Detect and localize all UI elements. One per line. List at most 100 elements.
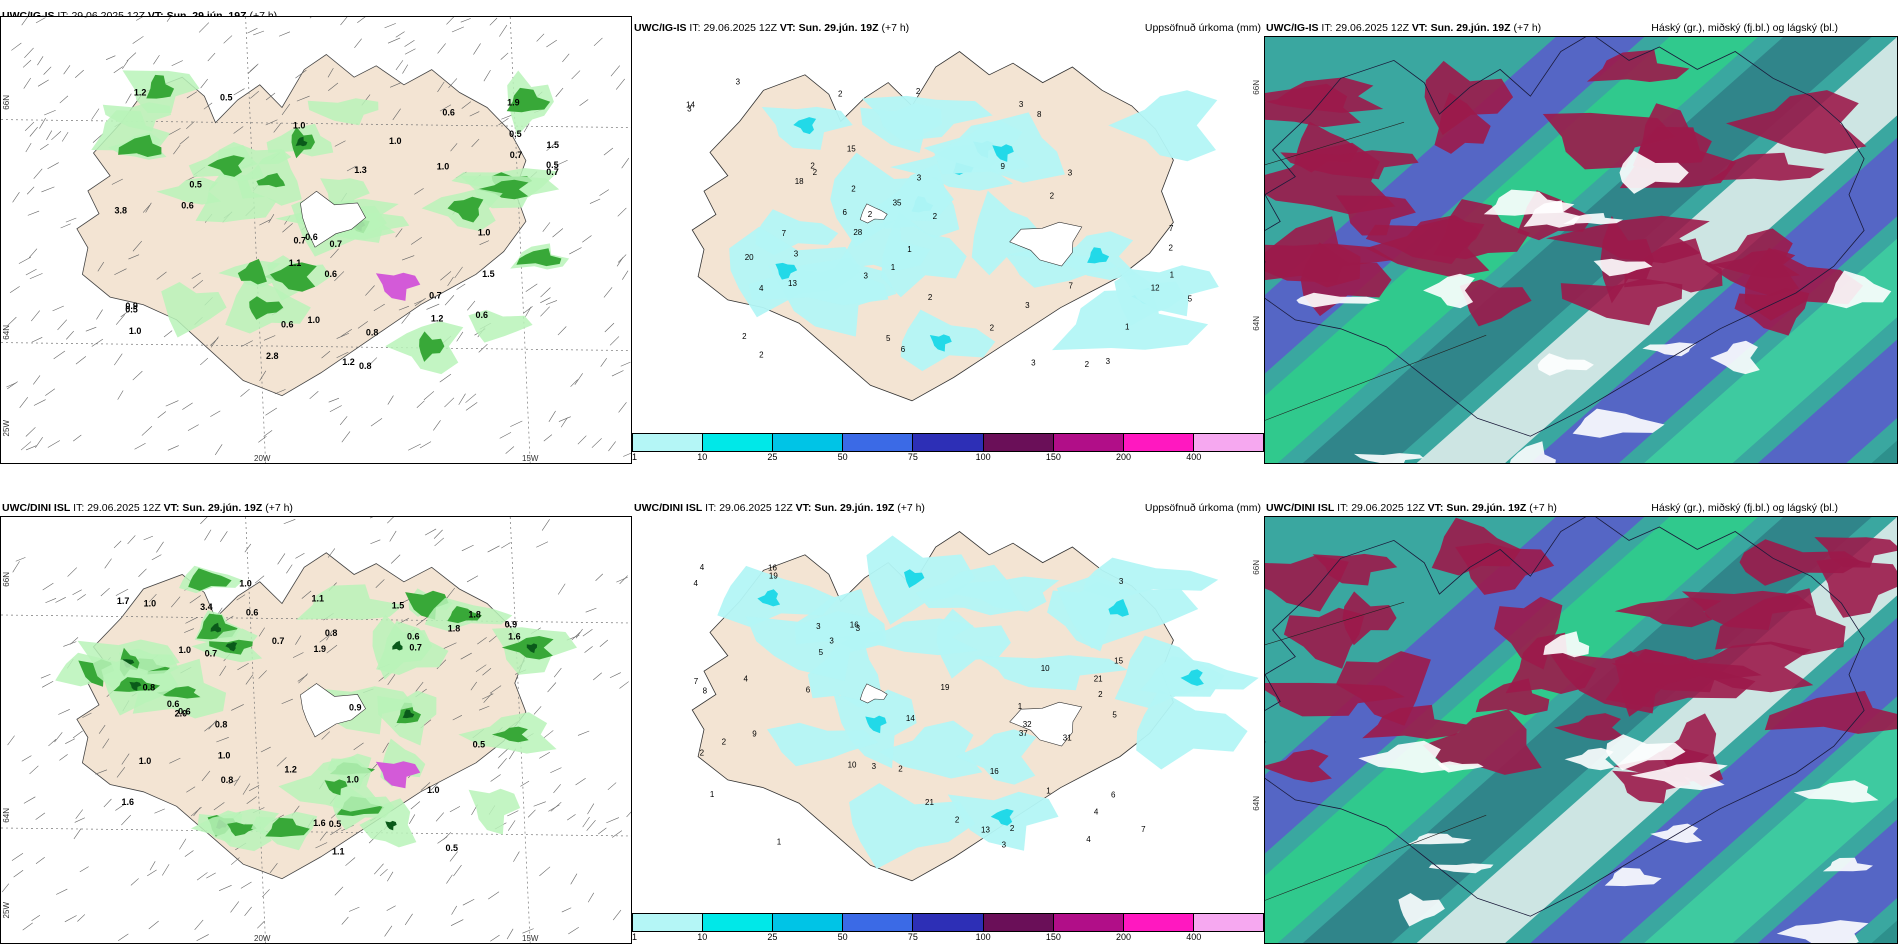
axis-label-lon15: 15W xyxy=(522,934,539,943)
wind-barb xyxy=(21,17,28,26)
precip-accum-value-label: 16 xyxy=(850,620,859,629)
clear-sky-area xyxy=(1630,762,1728,791)
wind-barb xyxy=(610,65,621,77)
wind-barb xyxy=(404,913,413,926)
wind-barb xyxy=(268,214,275,224)
precip-area-light xyxy=(296,584,404,620)
wind-barb xyxy=(568,927,579,935)
wind-barb xyxy=(219,665,227,676)
wind-barb xyxy=(543,730,554,739)
wind-barb xyxy=(444,295,455,306)
wind-barb xyxy=(189,595,201,604)
mid-cloud-area xyxy=(1475,678,1550,716)
wind-barb xyxy=(98,724,106,734)
wind-barb xyxy=(357,17,366,24)
precip-value-label: 0.5 xyxy=(473,740,486,750)
wind-barb xyxy=(582,628,593,637)
wind-barb xyxy=(612,909,622,921)
wind-barb xyxy=(414,188,424,195)
wind-barb xyxy=(446,874,453,884)
colorbar-swatch xyxy=(1193,434,1263,451)
precip-value-label: 1.1 xyxy=(289,258,302,268)
wind-barb xyxy=(477,637,487,645)
wind-barb xyxy=(12,561,20,573)
wind-barb xyxy=(210,337,219,346)
iceland-coastline xyxy=(1265,517,1865,917)
wind-barb xyxy=(456,283,466,290)
precip-accum-value-label: 4 xyxy=(700,563,705,572)
precip-accum-value-label: 3 xyxy=(829,637,834,646)
wind-barb xyxy=(435,812,444,822)
wind-barb xyxy=(282,223,293,233)
wind-barb xyxy=(566,814,576,821)
precip-area-moderate xyxy=(227,822,257,837)
wind-barb xyxy=(392,108,401,121)
wind-barb xyxy=(439,373,452,383)
axis-label-lat64: 64N xyxy=(1252,316,1261,331)
wind-barb xyxy=(612,830,623,838)
wind-barb xyxy=(327,548,336,558)
wind-barb xyxy=(387,37,401,44)
wind-barb xyxy=(168,128,181,136)
clear-sky-area xyxy=(1604,867,1662,887)
clear-sky-area xyxy=(1423,273,1475,309)
precip-value-label: 1.0 xyxy=(437,161,450,171)
axis-label-lat64: 64N xyxy=(1252,796,1261,811)
mid-cloud-area xyxy=(1715,588,1846,656)
iceland-coastline xyxy=(1265,37,1865,437)
precip-value-label: 1.0 xyxy=(478,227,491,237)
wind-barb xyxy=(214,444,223,456)
clear-sky-area xyxy=(1358,740,1450,773)
wind-barb xyxy=(336,332,350,339)
wind-barb xyxy=(281,103,291,116)
colorbar-tick-label: 100 xyxy=(975,932,991,942)
precip-value-label: 0.8 xyxy=(215,720,228,730)
wind-barb xyxy=(346,165,357,172)
precip-value-label: 1.7 xyxy=(117,596,130,606)
wind-barb xyxy=(45,598,57,604)
colorbar-swatch xyxy=(843,914,914,931)
precip-value-label: 0.6 xyxy=(324,269,337,279)
wind-barb xyxy=(147,869,157,877)
cloud-band xyxy=(1302,37,1872,463)
precip-value-label: 1.0 xyxy=(293,120,306,130)
precip-value-label: 1.0 xyxy=(389,136,402,146)
wind-barb xyxy=(369,517,374,519)
wind-barb xyxy=(23,796,36,804)
wind-barb xyxy=(265,92,276,101)
panel-header: UWC/DINI ISL IT: 29.06.2025 12Z VT: Sun.… xyxy=(1266,502,1557,514)
wind-barb xyxy=(18,256,32,264)
precip-accum-value-label: 7 xyxy=(1141,825,1146,834)
precip-accum-value-label: 3 xyxy=(1119,577,1124,586)
wind-barb xyxy=(482,693,494,700)
wind-barb xyxy=(148,920,159,930)
wind-barb xyxy=(354,38,362,49)
wind-barb xyxy=(20,441,32,451)
wind-barb xyxy=(345,857,356,866)
wind-barb xyxy=(545,300,558,305)
wind-barb xyxy=(292,652,304,658)
wind-barb xyxy=(250,91,259,99)
mid-cloud-area xyxy=(1546,215,1710,264)
wind-barb xyxy=(113,540,122,549)
wind-barb xyxy=(245,674,254,685)
axis-label-lat64: 64N xyxy=(2,325,11,340)
wind-barb xyxy=(490,774,501,782)
precip-accum-value-label: 2 xyxy=(928,293,933,302)
wind-barb xyxy=(445,587,455,600)
wind-barb xyxy=(395,31,405,38)
panel-row1-accumulated-precip: UWC/IG-IS IT: 29.06.2025 12Z VT: Sun. 29… xyxy=(632,0,1264,465)
colorbar-tick-label: 50 xyxy=(837,452,848,462)
wind-barb xyxy=(35,812,46,820)
wind-barb xyxy=(296,95,310,102)
wind-barb xyxy=(265,407,278,416)
wind-barb xyxy=(506,928,514,940)
wind-barb xyxy=(64,915,77,923)
wind-barb xyxy=(560,417,568,428)
wind-barb xyxy=(609,672,621,679)
wind-barb xyxy=(328,82,339,92)
wind-barb xyxy=(382,742,389,753)
clear-sky-area xyxy=(1354,453,1424,463)
wind-barb xyxy=(261,889,270,898)
precip-accum-value-label: 2 xyxy=(990,324,995,333)
